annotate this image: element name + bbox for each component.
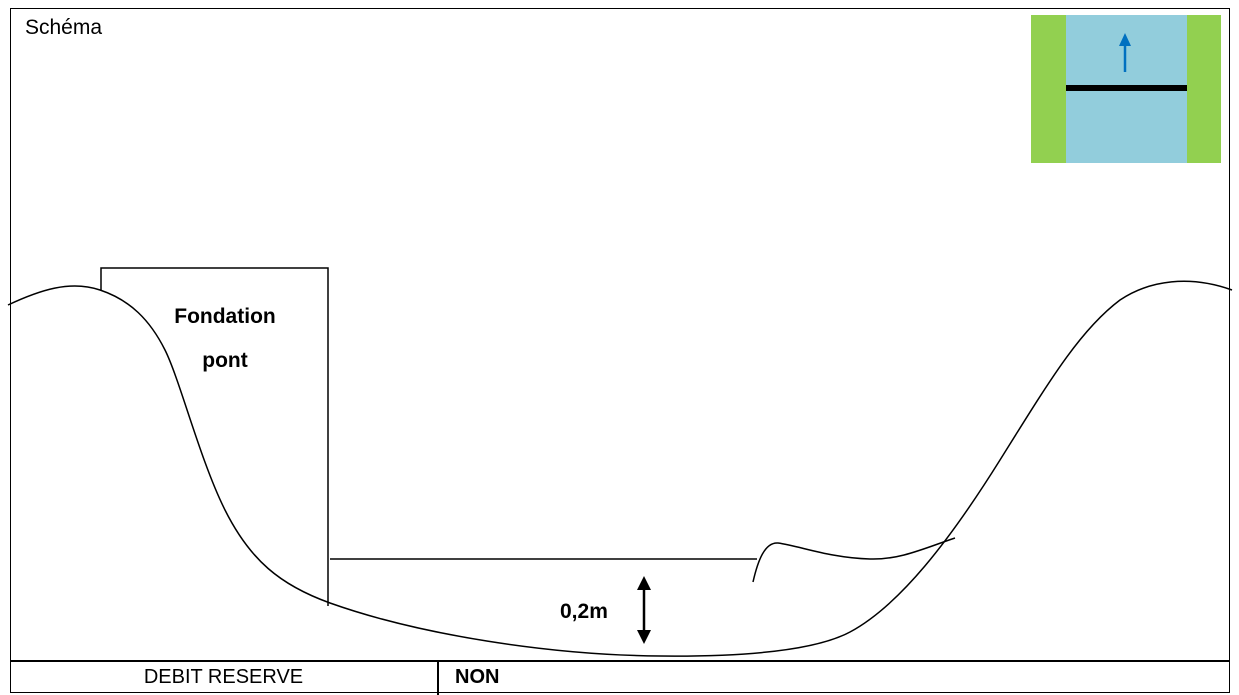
flow-arrow-head bbox=[1119, 33, 1131, 46]
flow-direction-icon bbox=[1031, 15, 1221, 163]
riffle-outline bbox=[752, 537, 956, 583]
foundation-label: Fondation pont bbox=[174, 305, 276, 372]
table-row-divider bbox=[10, 660, 1230, 662]
schema-frame bbox=[10, 8, 1230, 693]
river-bed-profile bbox=[7, 280, 1233, 657]
debit-reserve-label: DEBIT RESERVE bbox=[143, 666, 304, 688]
left-bank bbox=[1031, 15, 1066, 163]
schema-title: Schéma bbox=[25, 16, 103, 39]
foundation-outline bbox=[100, 267, 329, 606]
debit-reserve-value: NON bbox=[455, 666, 500, 688]
depth-label: 0,2m bbox=[560, 600, 608, 623]
right-bank bbox=[1187, 15, 1221, 163]
table-column-divider bbox=[437, 660, 439, 695]
depth-arrow bbox=[637, 576, 651, 644]
